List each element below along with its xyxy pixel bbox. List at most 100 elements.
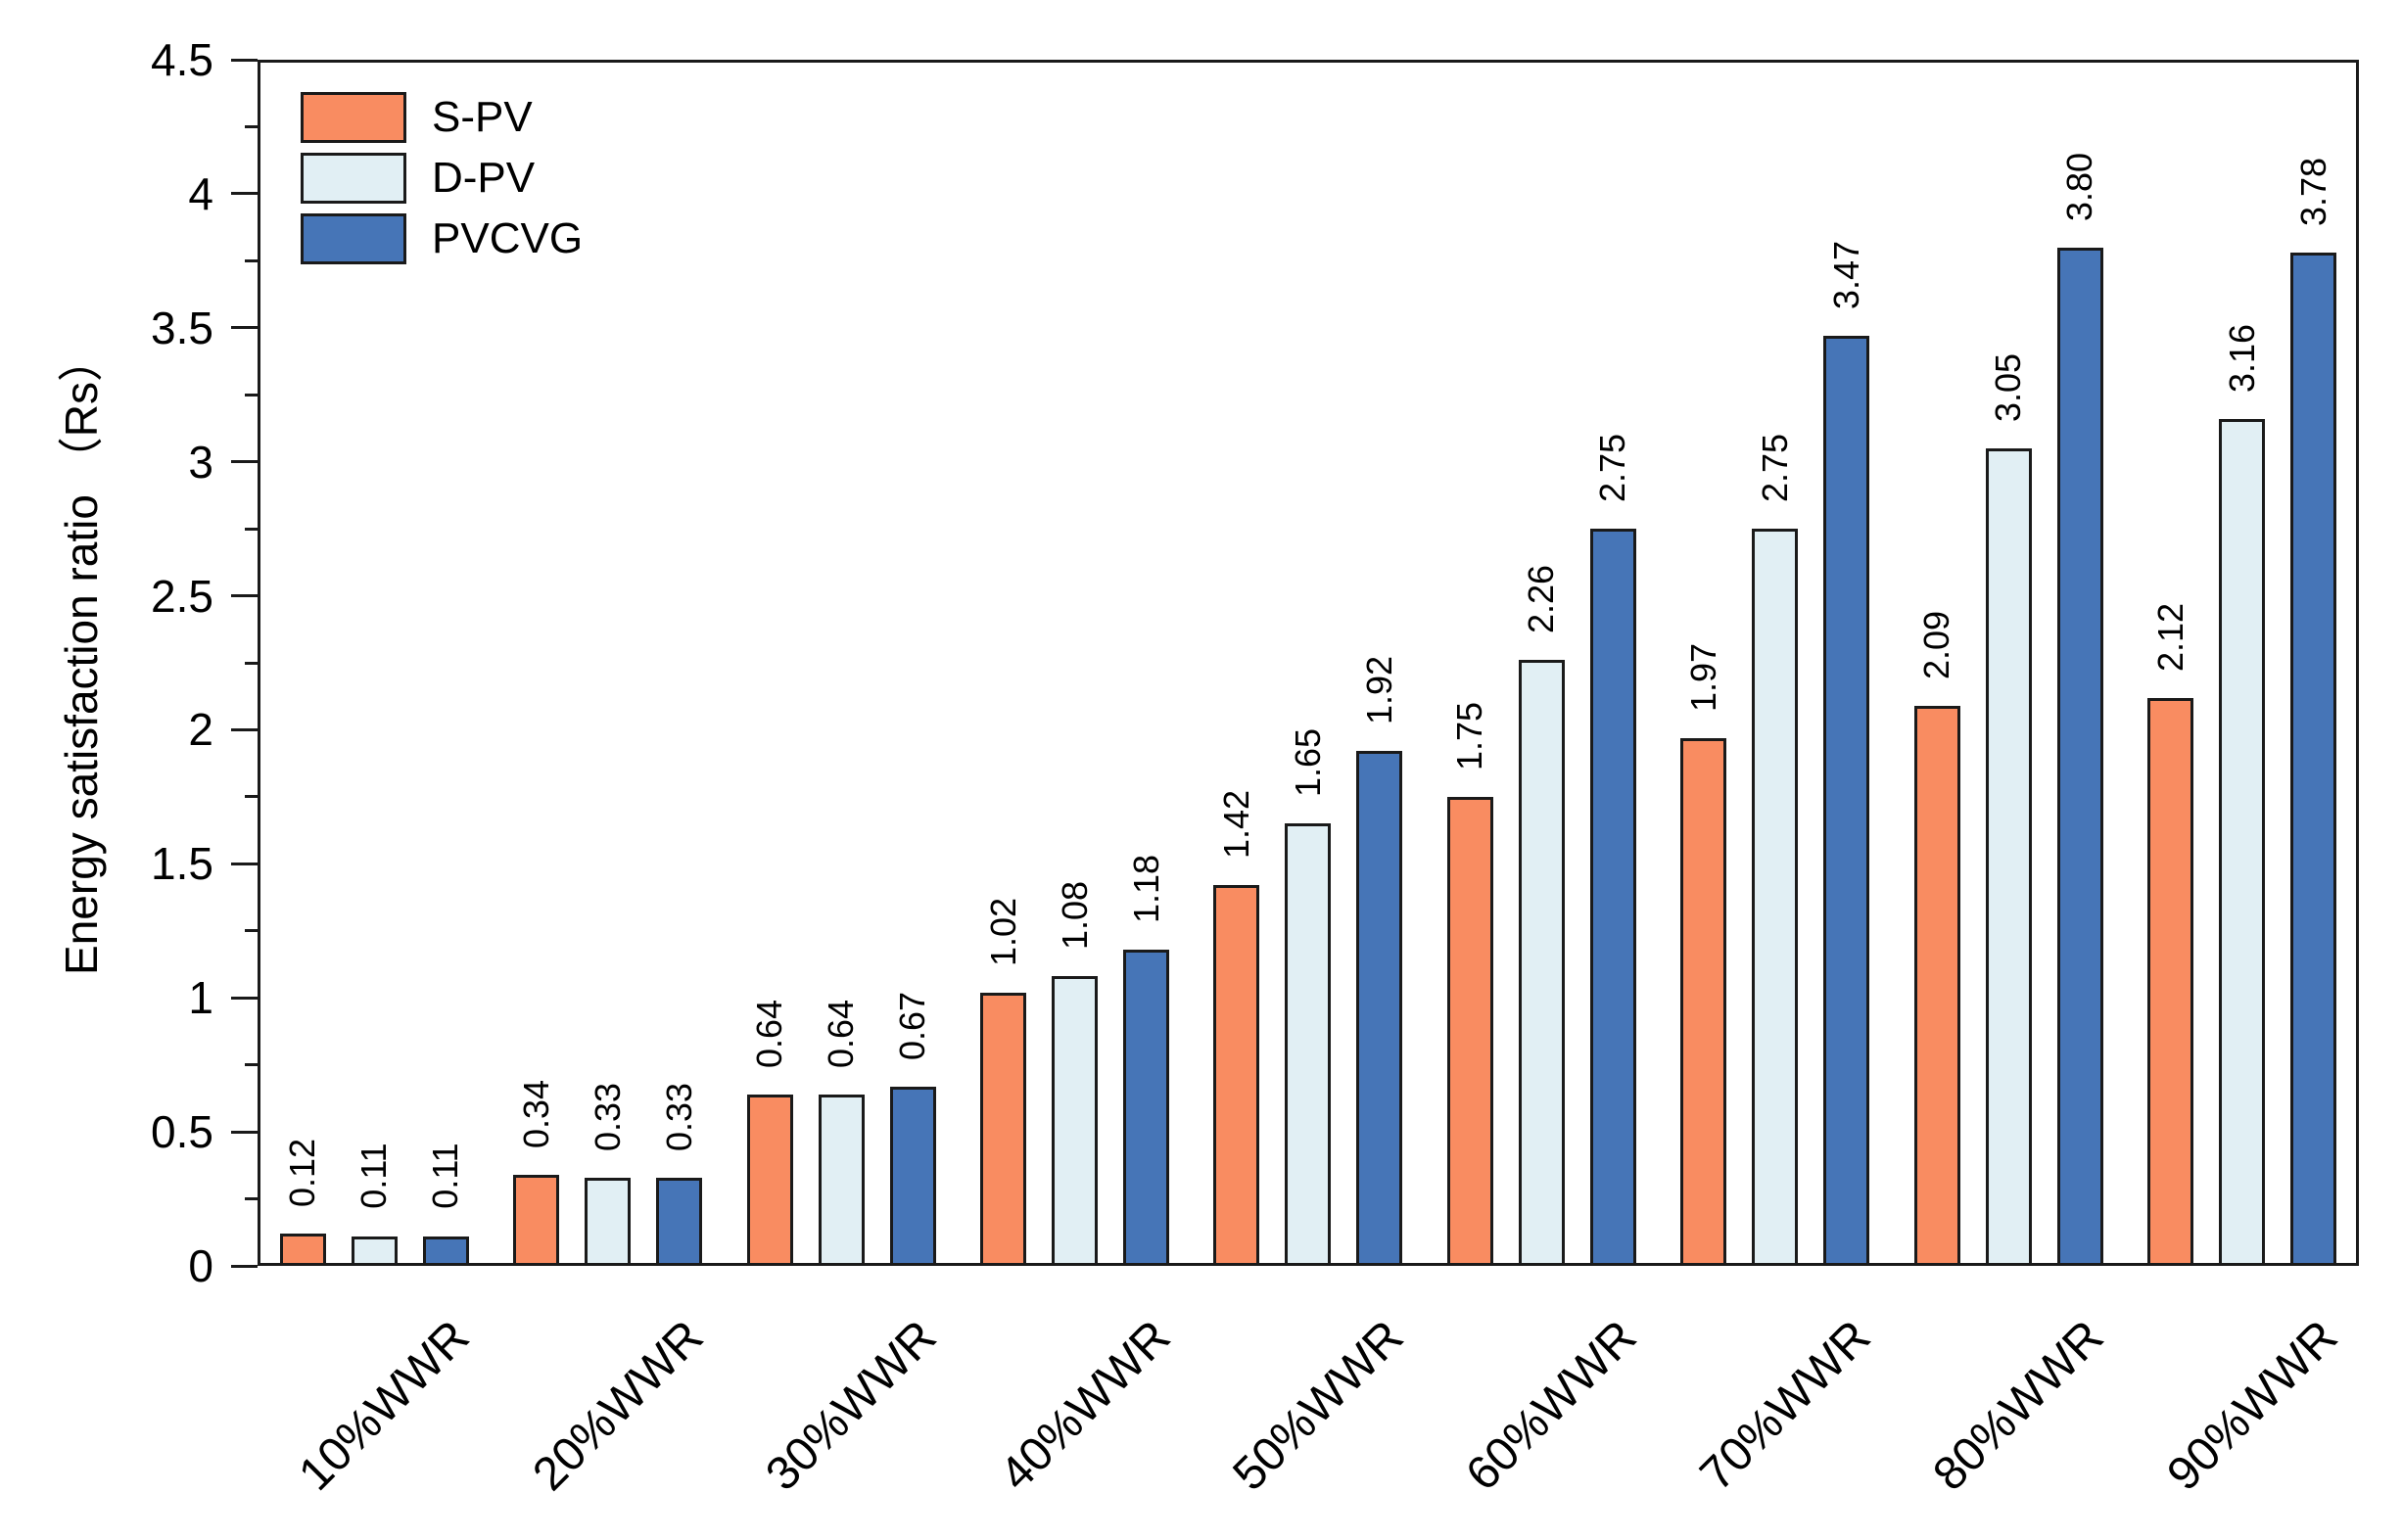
bar-D-PV-30%WWR: 0.64 xyxy=(818,1000,865,1266)
y-minor-tick xyxy=(245,929,258,933)
x-label-cell: 80%WWR xyxy=(1892,1266,2125,1540)
x-axis-labels: 10%WWR 20%WWR 30%WWR 40%WWR 50%WWR 60%WWR 70%W… xyxy=(258,1266,2359,1540)
bar-D-PV-40%WWR: 1.08 xyxy=(1052,881,1099,1266)
y-tick-label: 0 xyxy=(188,1240,213,1291)
legend-swatch xyxy=(301,213,406,264)
value-label: 2.75 xyxy=(1592,434,1633,503)
bar-group-20%WWR: 0.34 0.33 0.33 xyxy=(491,60,724,1266)
value-label: 0.33 xyxy=(658,1082,699,1151)
y-major-tick xyxy=(231,326,258,330)
x-label-cell: 20%WWR xyxy=(491,1266,724,1540)
bar-PVCVG-20%WWR: 0.33 xyxy=(656,1083,703,1266)
legend-label: D-PV xyxy=(432,154,536,202)
y-minor-tick xyxy=(245,795,258,799)
y-major-tick xyxy=(231,1264,258,1268)
y-major-tick xyxy=(231,594,258,598)
value-label: 0.64 xyxy=(749,999,790,1068)
value-label: 2.09 xyxy=(1916,610,1957,679)
y-minor-tick xyxy=(245,1197,258,1201)
y-major-tick xyxy=(231,862,258,865)
x-label-cell: 10%WWR xyxy=(258,1266,491,1540)
y-major-tick xyxy=(231,192,258,196)
y-major-tick xyxy=(231,460,258,464)
y-tick-label: 1 xyxy=(188,972,213,1024)
legend-swatch xyxy=(301,153,406,204)
y-axis-title: Energy satisfaction ratio （Rs） xyxy=(56,337,107,975)
value-label: 0.11 xyxy=(353,1143,395,1209)
value-label: 2.75 xyxy=(1754,434,1795,503)
x-tick-label: 60%WWR xyxy=(1456,1310,1647,1501)
bar-S-PV-20%WWR: 0.34 xyxy=(513,1080,560,1266)
bar-S-PV-40%WWR: 1.02 xyxy=(980,898,1027,1266)
y-minor-tick xyxy=(245,1063,258,1067)
bar-S-PV-10%WWR: 0.12 xyxy=(279,1139,326,1266)
x-label-cell: 60%WWR xyxy=(1425,1266,1658,1540)
bar-PVCVG-70%WWR: 3.47 xyxy=(1823,241,1870,1266)
legend-item-S-PV: S-PV xyxy=(301,91,583,144)
y-major-tick xyxy=(231,727,258,731)
bar-D-PV-90%WWR: 3.16 xyxy=(2219,324,2266,1266)
legend-item-D-PV: D-PV xyxy=(301,152,583,205)
bar-PVCVG-40%WWR: 1.18 xyxy=(1123,855,1170,1266)
value-label: 2.26 xyxy=(1521,565,1562,634)
bar-group-60%WWR: 1.75 2.26 2.75 xyxy=(1425,60,1658,1266)
bar-group-70%WWR: 1.97 2.75 3.47 xyxy=(1659,60,1892,1266)
value-label: 0.33 xyxy=(587,1082,628,1151)
bars-layer: 0.12 0.11 0.11 0.34 0.33 0.33 0.64 0.64 0.67 1.02… xyxy=(258,60,2359,1266)
x-tick-label: 10%WWR xyxy=(289,1310,480,1501)
bar-S-PV-70%WWR: 1.97 xyxy=(1680,643,1727,1266)
value-label: 1.08 xyxy=(1054,881,1095,951)
x-label-cell: 40%WWR xyxy=(958,1266,1191,1540)
x-tick-label: 70%WWR xyxy=(1690,1310,1881,1501)
value-label: 0.11 xyxy=(425,1143,466,1209)
bar-PVCVG-50%WWR: 1.92 xyxy=(1356,656,1403,1266)
x-tick-label: 50%WWR xyxy=(1223,1310,1414,1501)
bar-group-90%WWR: 2.12 3.16 3.78 xyxy=(2126,60,2359,1266)
bar-PVCVG-90%WWR: 3.78 xyxy=(2290,158,2337,1266)
y-tick-label: 1.5 xyxy=(151,838,213,890)
bar-group-40%WWR: 1.02 1.08 1.18 xyxy=(958,60,1191,1266)
x-tick-label: 30%WWR xyxy=(756,1310,947,1501)
value-label: 1.92 xyxy=(1358,656,1399,725)
y-tick-label: 3.5 xyxy=(151,302,213,353)
y-tick-label: 2 xyxy=(188,704,213,756)
legend-label: PVCVG xyxy=(432,214,584,262)
value-label: 0.64 xyxy=(821,999,862,1068)
value-label: 1.42 xyxy=(1215,790,1256,860)
bar-D-PV-80%WWR: 3.05 xyxy=(1985,353,2032,1266)
bar-D-PV-50%WWR: 1.65 xyxy=(1285,728,1332,1266)
value-label: 2.12 xyxy=(2149,602,2190,672)
bar-D-PV-70%WWR: 2.75 xyxy=(1752,434,1799,1266)
bar-S-PV-80%WWR: 2.09 xyxy=(1913,611,1960,1266)
value-label: 3.78 xyxy=(2292,158,2333,227)
plot-area: 0.12 0.11 0.11 0.34 0.33 0.33 0.64 0.64 0.67 1.02… xyxy=(151,37,2359,1288)
x-label-cell: 30%WWR xyxy=(725,1266,958,1540)
value-label: 3.47 xyxy=(1825,240,1866,310)
value-label: 0.12 xyxy=(282,1139,323,1208)
value-label: 0.34 xyxy=(515,1079,556,1148)
y-minor-tick xyxy=(245,527,258,531)
value-label: 1.97 xyxy=(1682,642,1723,712)
y-minor-tick xyxy=(245,393,258,397)
y-major-tick xyxy=(231,58,258,62)
bar-PVCVG-10%WWR: 0.11 xyxy=(422,1143,469,1266)
y-minor-tick xyxy=(245,124,258,128)
y-tick-label: 4 xyxy=(188,167,213,219)
y-tick-label: 3 xyxy=(188,436,213,488)
bar-group-50%WWR: 1.42 1.65 1.92 xyxy=(1192,60,1425,1266)
x-label-cell: 90%WWR xyxy=(2126,1266,2359,1540)
legend: S-PV D-PV PVCVG xyxy=(301,91,583,265)
bar-group-80%WWR: 2.09 3.05 3.80 xyxy=(1892,60,2125,1266)
value-label: 1.65 xyxy=(1287,728,1328,798)
x-tick-label: 40%WWR xyxy=(989,1310,1180,1501)
value-label: 3.16 xyxy=(2221,323,2262,393)
value-label: 3.80 xyxy=(2059,152,2100,221)
x-tick-label: 90%WWR xyxy=(2157,1310,2348,1501)
y-tick-label: 2.5 xyxy=(151,570,213,622)
value-label: 3.05 xyxy=(1988,352,2029,423)
value-label: 1.75 xyxy=(1449,701,1490,770)
y-tick-label: 4.5 xyxy=(151,34,213,85)
bar-S-PV-90%WWR: 2.12 xyxy=(2147,603,2194,1266)
value-label: 1.18 xyxy=(1125,854,1166,923)
x-tick-label: 80%WWR xyxy=(1923,1310,2114,1501)
